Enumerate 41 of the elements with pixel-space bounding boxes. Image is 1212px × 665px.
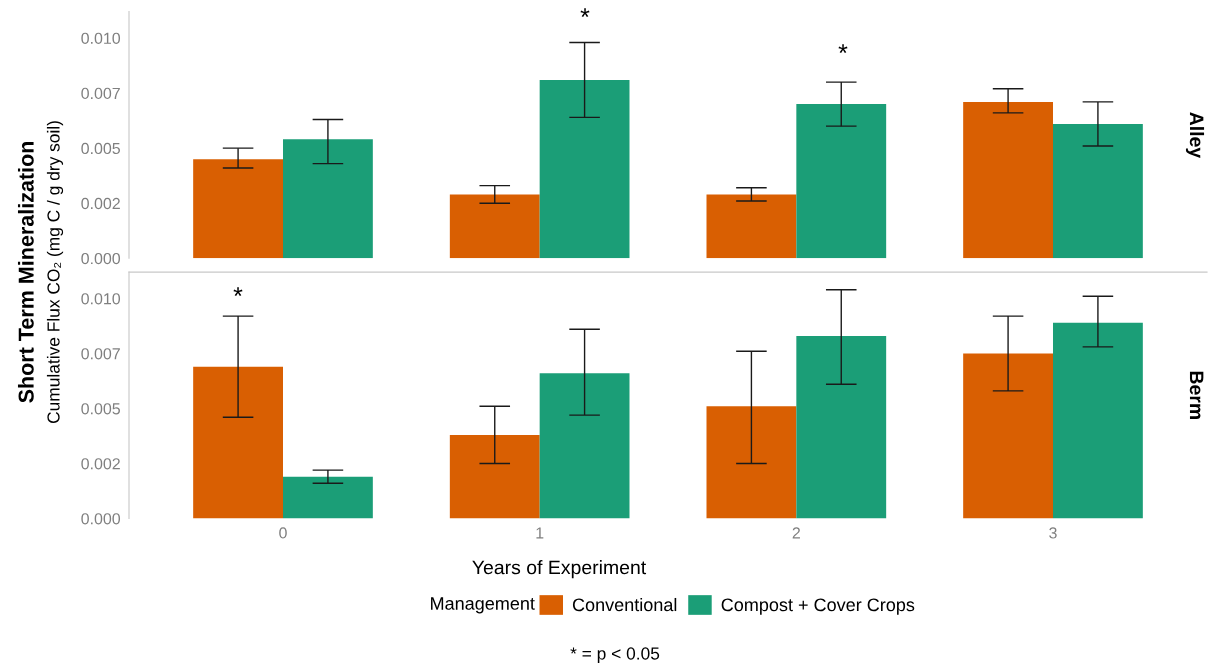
- bar: [706, 406, 797, 519]
- x-axis-title: Years of Experiment: [472, 560, 647, 579]
- text: Alley: [1185, 112, 1205, 159]
- bar: [539, 373, 630, 519]
- bar: [706, 194, 797, 259]
- y-tick-label: 0.005: [81, 403, 120, 415]
- legend-title: Management: [431, 597, 535, 614]
- bar: [963, 101, 1053, 259]
- bar: [193, 366, 283, 519]
- bar: [449, 194, 540, 259]
- text: * = p < 0.05: [570, 647, 660, 664]
- y-tick-label: 0.007: [81, 87, 120, 100]
- y-tick-label: 0.000: [81, 252, 121, 265]
- legend-label: Compost + Cover Crops: [721, 598, 915, 615]
- bar: [963, 353, 1053, 519]
- y-tick-label: 0.010: [81, 293, 121, 305]
- bar: [539, 79, 630, 259]
- annotation: *: [838, 44, 848, 54]
- bar: [193, 159, 283, 259]
- bar: [283, 476, 373, 519]
- x-tick-label: 2: [792, 527, 800, 539]
- bar: [796, 104, 887, 259]
- bar: [449, 434, 540, 519]
- bar: [1053, 123, 1143, 259]
- x-tick-label: 3: [1049, 527, 1057, 539]
- x-tick-label: 1: [536, 527, 544, 539]
- y-tick-label: 0.002: [81, 197, 120, 210]
- y-tick-label: 0.007: [81, 348, 120, 360]
- text: Berm: [1189, 371, 1204, 419]
- y-tick-label: 0.002: [81, 458, 120, 470]
- y-axis-title: Short Term Mineralization Cumulative Flux CO₂ (mg C / g dry soil): [17, 121, 64, 424]
- bar: [1053, 322, 1143, 519]
- bar: [283, 139, 373, 259]
- bar: [796, 335, 887, 519]
- annotation: *: [580, 8, 590, 18]
- y-tick-label: 0.000: [81, 513, 121, 525]
- y-tick-label: 0.010: [81, 32, 121, 44]
- annotation: *: [233, 287, 243, 297]
- legend-label: Conventional: [572, 597, 677, 612]
- x-tick-label: 0: [279, 527, 287, 539]
- y-tick-label: 0.005: [81, 142, 120, 155]
